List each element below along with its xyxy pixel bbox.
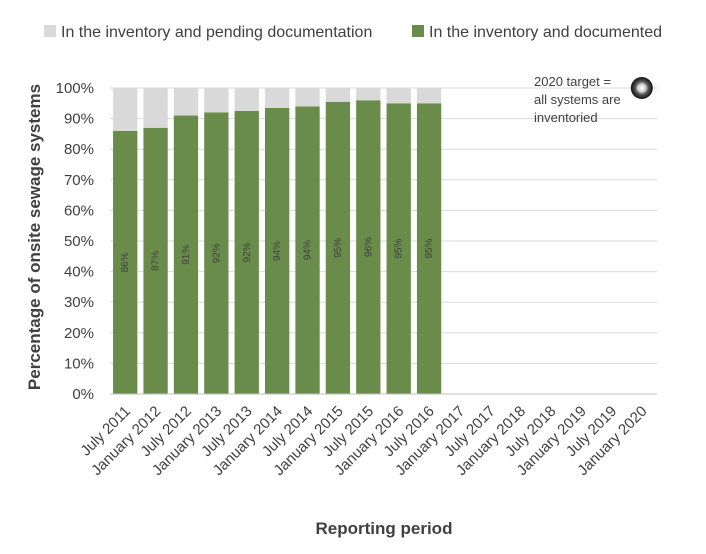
bar-data-label: 92% xyxy=(242,242,253,262)
bar-data-label: 94% xyxy=(272,241,283,261)
bar-data-label: 95% xyxy=(394,239,405,259)
bar-pending xyxy=(325,88,351,102)
target-marker-icon xyxy=(630,77,653,99)
legend-label-documented: In the inventory and documented xyxy=(429,24,662,41)
bar-pending xyxy=(143,88,168,128)
bar-pending xyxy=(204,88,229,113)
bar-data-label: 87% xyxy=(151,251,162,271)
y-tick-label: 40% xyxy=(64,264,94,281)
target-annotation: 2020 target = all systems are inventorie… xyxy=(534,74,653,125)
bar-documented xyxy=(295,106,320,395)
legend: In the inventory and pending documentati… xyxy=(44,24,662,41)
bar-pending xyxy=(234,88,259,111)
y-tick-label: 90% xyxy=(64,111,94,128)
bar-data-label: 95% xyxy=(424,239,435,259)
bar-pending xyxy=(113,88,138,131)
bar-documented xyxy=(143,127,168,394)
bar-documented xyxy=(325,101,351,395)
legend-swatch-documented xyxy=(412,25,424,37)
y-tick-label: 10% xyxy=(64,355,94,372)
bar-documented xyxy=(386,103,411,395)
x-axis-title: Reporting period xyxy=(316,519,453,538)
bar-data-label: 95% xyxy=(333,238,344,258)
bar-documented xyxy=(356,100,381,395)
legend-swatch-pending xyxy=(44,25,56,37)
bar-pending xyxy=(416,88,442,104)
bars: 86% 87% 91% 92% 92% 94% 94% 95% 96% 95% 95% xyxy=(113,88,442,395)
bar-pending xyxy=(356,88,381,101)
y-tick-label: 30% xyxy=(64,294,94,311)
bar-documented xyxy=(264,107,290,394)
y-axis-title: Percentage of onsite sewage systems xyxy=(25,84,44,390)
y-tick-label: 70% xyxy=(64,172,94,189)
y-tick-label: 80% xyxy=(64,141,94,158)
bar-pending xyxy=(295,88,320,107)
bar-data-label: 94% xyxy=(303,240,314,260)
target-annotation-line-2: all systems are xyxy=(534,92,621,107)
bar-documented xyxy=(204,112,229,394)
bar-documented xyxy=(234,110,259,394)
gridlines xyxy=(110,87,657,364)
bar-pending xyxy=(386,88,411,104)
y-tick-label: 100% xyxy=(56,80,94,97)
bar-documented xyxy=(173,115,199,394)
y-tick-label: 60% xyxy=(64,202,94,219)
y-tick-label: 50% xyxy=(64,233,94,250)
target-annotation-line-3: inventoried xyxy=(534,110,598,125)
y-tick-label: 20% xyxy=(64,325,94,342)
bar-data-label: 91% xyxy=(181,245,192,265)
bar-documented xyxy=(416,103,442,395)
bar-data-label: 86% xyxy=(120,252,131,272)
bar-documented xyxy=(113,130,138,394)
legend-label-pending: In the inventory and pending documentati… xyxy=(61,24,372,41)
target-annotation-line-1: 2020 target = xyxy=(534,74,611,89)
bar-data-label: 96% xyxy=(363,237,374,257)
y-tick-label: 0% xyxy=(72,386,94,403)
y-axis-ticks: 0% 10% 20% 30% 40% 50% 60% 70% 80% 90% 100% xyxy=(56,80,94,403)
bar-data-label: 92% xyxy=(211,243,222,263)
bar-pending xyxy=(173,88,199,116)
bar-pending xyxy=(264,88,290,108)
